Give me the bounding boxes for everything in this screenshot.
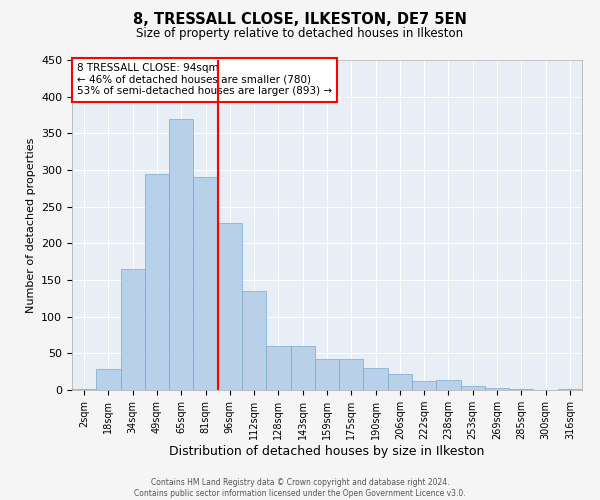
Bar xyxy=(315,359,339,390)
Bar xyxy=(242,291,266,390)
Bar xyxy=(558,388,582,390)
Text: Contains HM Land Registry data © Crown copyright and database right 2024.
Contai: Contains HM Land Registry data © Crown c… xyxy=(134,478,466,498)
Bar xyxy=(412,381,436,390)
Text: Size of property relative to detached houses in Ilkeston: Size of property relative to detached ho… xyxy=(136,28,464,40)
Bar xyxy=(145,174,169,390)
Bar xyxy=(485,388,509,390)
Bar xyxy=(339,359,364,390)
Bar xyxy=(72,388,96,390)
Bar xyxy=(121,269,145,390)
Bar xyxy=(388,374,412,390)
Bar xyxy=(193,178,218,390)
Bar xyxy=(169,118,193,390)
Y-axis label: Number of detached properties: Number of detached properties xyxy=(26,138,35,312)
Bar xyxy=(290,346,315,390)
Bar xyxy=(266,346,290,390)
Text: 8 TRESSALL CLOSE: 94sqm
← 46% of detached houses are smaller (780)
53% of semi-d: 8 TRESSALL CLOSE: 94sqm ← 46% of detache… xyxy=(77,64,332,96)
Bar xyxy=(436,380,461,390)
Bar xyxy=(96,370,121,390)
Bar xyxy=(218,223,242,390)
X-axis label: Distribution of detached houses by size in Ilkeston: Distribution of detached houses by size … xyxy=(169,445,485,458)
Bar xyxy=(461,386,485,390)
Text: 8, TRESSALL CLOSE, ILKESTON, DE7 5EN: 8, TRESSALL CLOSE, ILKESTON, DE7 5EN xyxy=(133,12,467,28)
Bar xyxy=(364,368,388,390)
